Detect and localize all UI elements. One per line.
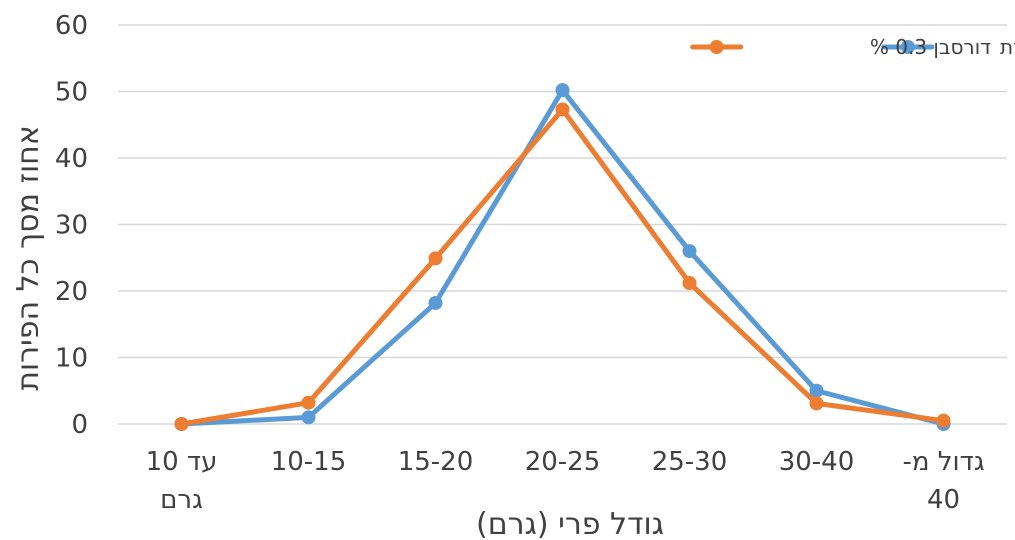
x-tick-label-line: 25-30 [652, 447, 728, 477]
y-tick-label: 20 [55, 277, 88, 307]
data-point [428, 251, 443, 266]
series-1 [174, 83, 951, 431]
x-tick-label: 15-20 [398, 447, 474, 477]
x-tick-label: 30-40 [779, 447, 855, 477]
data-point [682, 244, 697, 259]
x-tick-label: 25-30 [652, 447, 728, 477]
data-point [936, 413, 951, 428]
data-point [301, 395, 316, 410]
data-point [301, 410, 316, 425]
x-tick-label-line: 40 [927, 485, 960, 515]
legend-swatch-marker [900, 40, 915, 54]
x-tick-label: גדול מ- 40 [902, 447, 984, 515]
series-lines [174, 83, 951, 431]
x-tick-label-line: 10-15 [271, 447, 347, 477]
x-tick-label-line: גרם [160, 485, 203, 515]
data-point [682, 276, 697, 291]
data-point [809, 396, 824, 411]
legend-item: דורסבן 0.3 % [690, 35, 991, 59]
series-line [179, 87, 946, 427]
legend-label: דורסבן 0.3 % [870, 35, 991, 59]
legend-item: ביקורת [881, 35, 1015, 59]
legend-swatch-marker [709, 40, 724, 54]
y-tick-label: 50 [55, 78, 88, 108]
data-point [428, 295, 443, 310]
x-tick-label-line: גדול מ- [902, 447, 984, 477]
y-tick-label: 30 [55, 211, 88, 241]
y-tick-label: 40 [55, 144, 88, 174]
x-axis-ticks: עד 10 גרם 10-15 15-20 20-25 25-30 30-40 גדול מ-… [146, 447, 985, 515]
data-point [555, 83, 570, 98]
x-tick-label: 10-15 [271, 447, 347, 477]
y-axis-ticks: 0 10 20 30 40 50 60 [55, 11, 88, 440]
x-tick-label: 20-25 [525, 447, 601, 477]
data-point [555, 102, 570, 117]
series-2 [174, 102, 951, 431]
data-point [174, 417, 189, 431]
x-axis-title: גודל פרי (גרם) [476, 507, 664, 540]
y-tick-label: 0 [71, 410, 88, 440]
y-tick-label: 10 [55, 344, 88, 374]
x-tick-label: עד 10 גרם [146, 447, 218, 515]
legend-label: ביקורת [1000, 35, 1015, 59]
x-tick-label-line: 30-40 [779, 447, 855, 477]
x-tick-label-line: 15-20 [398, 447, 474, 477]
legend: ביקורת דורסבן 0.3 % [690, 35, 1015, 59]
x-tick-label-line: עד 10 [146, 447, 218, 477]
x-tick-label-line: 20-25 [525, 447, 601, 477]
data-point [809, 383, 824, 398]
y-axis-title: אחוז מסך כל הפירות [11, 125, 46, 391]
series-line [179, 106, 946, 427]
y-tick-label: 60 [55, 11, 88, 41]
